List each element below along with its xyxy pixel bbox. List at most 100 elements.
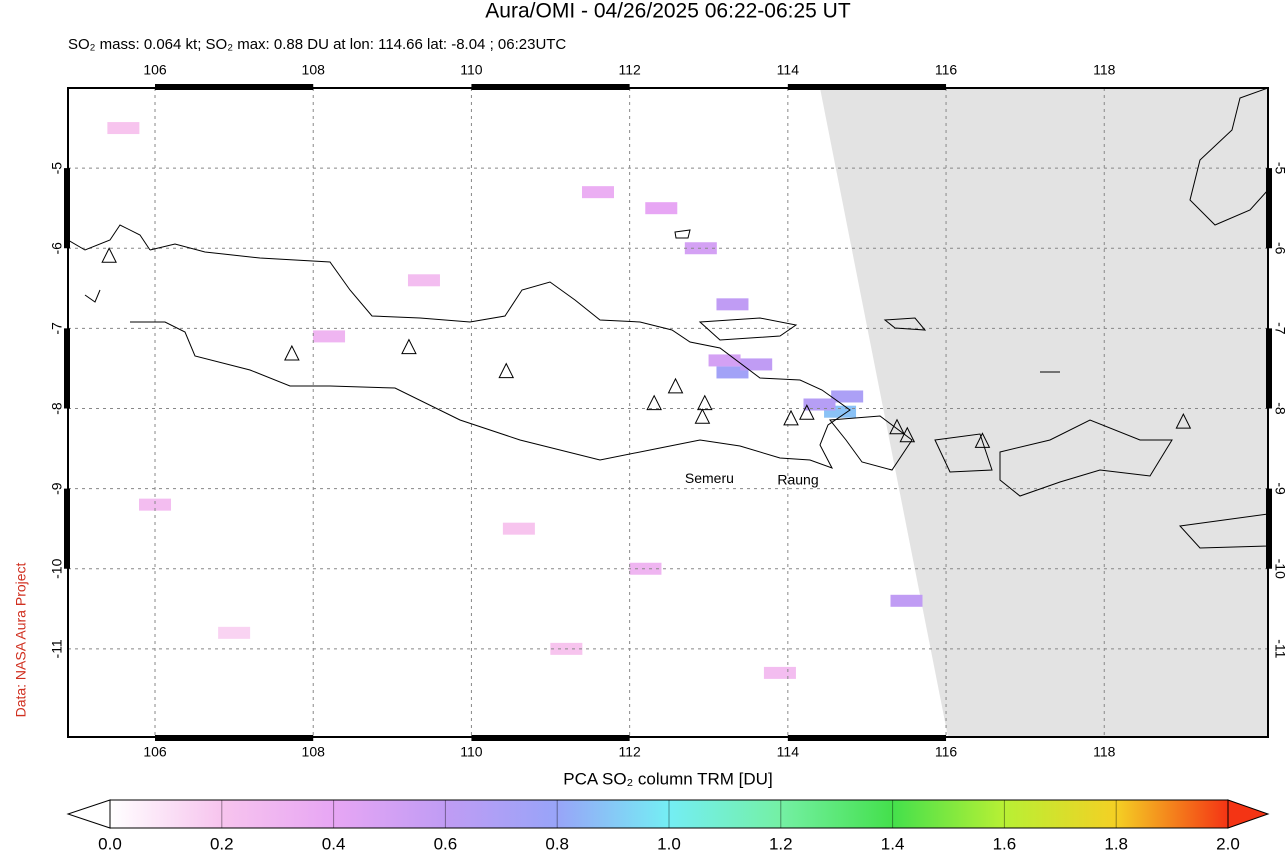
colorbar-tick-label: 0.0 bbox=[98, 834, 122, 853]
so2-pixel bbox=[803, 398, 836, 411]
x-tick-label-bottom: 106 bbox=[143, 744, 167, 760]
subtitle: SO₂ mass: 0.064 kt; SO₂ max: 0.88 DU at … bbox=[68, 36, 566, 53]
colorbar-under-arrow bbox=[66, 799, 111, 829]
frame-bar bbox=[471, 84, 630, 90]
coast-borneo bbox=[1189, 88, 1268, 226]
y-tick-label-left: -11 bbox=[49, 639, 65, 658]
so2-pixel bbox=[740, 358, 773, 371]
coastlines bbox=[68, 88, 1268, 549]
coast-bali bbox=[829, 415, 913, 471]
volcano-marker bbox=[1175, 412, 1192, 429]
frame-bar bbox=[64, 488, 70, 569]
y-tick-label-right: -8 bbox=[1272, 402, 1288, 415]
volcano-marker bbox=[101, 247, 117, 263]
volcano-marker bbox=[646, 394, 662, 411]
volcano-marker bbox=[694, 408, 711, 424]
y-tick-label-left: -6 bbox=[49, 242, 65, 255]
volcano-marker bbox=[667, 377, 684, 394]
volcano-label: Semeru bbox=[685, 470, 734, 486]
colorbar-tick-label: 1.2 bbox=[769, 834, 793, 853]
coast-sumbawa bbox=[999, 419, 1173, 497]
frame-bar bbox=[787, 735, 947, 741]
colorbar-over-arrow bbox=[1227, 799, 1270, 829]
so2-pixel bbox=[502, 522, 535, 535]
x-tick-label-top: 114 bbox=[777, 62, 800, 78]
frame-bar bbox=[155, 735, 314, 741]
frame-bar bbox=[1266, 488, 1272, 569]
so2-pixel bbox=[831, 390, 864, 403]
so2-pixel bbox=[763, 666, 796, 679]
x-tick-label-top: 110 bbox=[460, 62, 483, 78]
colorbar-label: PCA SO₂ column TRM [DU] bbox=[563, 769, 772, 788]
y-tick-label-right: -11 bbox=[1272, 639, 1288, 658]
frame-bar bbox=[64, 328, 70, 409]
volcano-marker bbox=[498, 362, 515, 379]
no-data-region bbox=[820, 88, 1268, 737]
frame-bar bbox=[64, 168, 70, 249]
colorbar-tick-label: 0.4 bbox=[322, 834, 346, 853]
so2-pixel bbox=[645, 202, 678, 215]
side-note: Data: NASA Aura Project bbox=[13, 562, 29, 717]
y-tick-label-left: -7 bbox=[49, 322, 65, 335]
so2-pixel bbox=[629, 562, 662, 575]
x-tick-label-top: 116 bbox=[935, 62, 958, 78]
x-tick-label-bottom: 112 bbox=[618, 744, 641, 760]
volcano-label: Raung bbox=[777, 472, 818, 488]
so2-pixel bbox=[890, 594, 923, 607]
colorbar-tick-label: 0.6 bbox=[434, 834, 458, 853]
coast-islands bbox=[674, 229, 1060, 373]
y-tick-label-left: -5 bbox=[49, 162, 65, 175]
coast-sumba bbox=[1178, 513, 1268, 549]
colorbar-tick-label: 1.8 bbox=[1104, 834, 1128, 853]
colorbar-tick-label: 1.4 bbox=[881, 834, 905, 853]
volcano-marker bbox=[284, 344, 300, 361]
title: Aura/OMI - 04/26/2025 06:22-06:25 UT bbox=[485, 0, 851, 23]
so2-pixel bbox=[107, 122, 140, 135]
coast-madura bbox=[698, 317, 798, 341]
colorbar-tick-label: 1.0 bbox=[657, 834, 681, 853]
colorbar-tick-label: 2.0 bbox=[1216, 834, 1240, 853]
volcano-marker bbox=[799, 404, 815, 420]
map-frame bbox=[67, 87, 1269, 738]
colorbar bbox=[109, 799, 1229, 829]
y-tick-label-right: -7 bbox=[1272, 322, 1288, 335]
x-tick-label-bottom: 108 bbox=[302, 744, 326, 760]
so2-pixel bbox=[313, 330, 346, 343]
volcano-marker bbox=[889, 418, 905, 435]
frame-bar bbox=[471, 735, 630, 741]
colorbar-tick-label: 1.6 bbox=[993, 834, 1017, 853]
y-tick-label-right: -9 bbox=[1272, 482, 1288, 495]
so2-pixel bbox=[218, 626, 251, 639]
frame-bar bbox=[1266, 168, 1272, 249]
volcano-marker bbox=[401, 338, 417, 355]
volcano-marker bbox=[783, 409, 799, 426]
coast-sumatra bbox=[68, 224, 151, 303]
y-tick-label-right: -10 bbox=[1272, 559, 1288, 579]
so2-pixel bbox=[716, 298, 749, 311]
frame-bar bbox=[155, 84, 314, 90]
coast-java bbox=[130, 243, 851, 469]
y-tick-label-left: -9 bbox=[49, 482, 65, 495]
x-tick-label-bottom: 110 bbox=[460, 744, 483, 760]
colorbar-tick-label: 0.8 bbox=[545, 834, 569, 853]
x-tick-label-top: 112 bbox=[618, 62, 641, 78]
volcano-marker bbox=[899, 426, 916, 443]
y-tick-label-left: -8 bbox=[49, 402, 65, 415]
y-tick-label-left: -10 bbox=[49, 558, 65, 578]
so2-pixel bbox=[407, 274, 440, 287]
volcano-marker bbox=[696, 394, 713, 411]
frame-bar bbox=[787, 84, 947, 90]
x-tick-label-top: 118 bbox=[1093, 62, 1116, 78]
colorbar-tick-label: 0.2 bbox=[210, 834, 234, 853]
x-tick-label-bottom: 114 bbox=[777, 744, 800, 760]
so2-pixel bbox=[139, 498, 172, 511]
y-tick-label-right: -6 bbox=[1272, 242, 1288, 255]
frame-bar bbox=[1266, 328, 1272, 409]
x-tick-label-top: 106 bbox=[143, 62, 167, 78]
x-tick-label-top: 108 bbox=[302, 62, 326, 78]
y-tick-label-right: -5 bbox=[1272, 162, 1288, 175]
coast-lombok bbox=[934, 433, 993, 473]
volcano-marker bbox=[974, 432, 991, 448]
so2-pixel bbox=[581, 186, 614, 199]
